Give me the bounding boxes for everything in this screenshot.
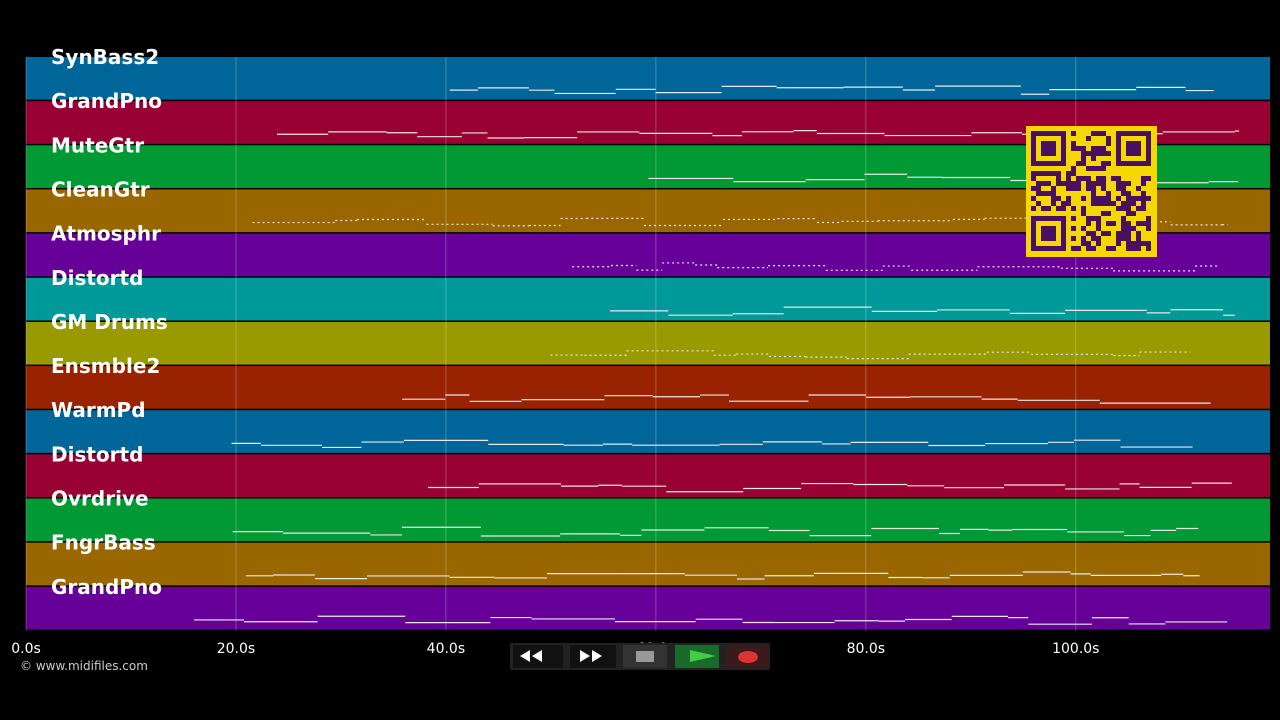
track-name: WarmPd xyxy=(51,398,146,422)
track-band xyxy=(26,454,1270,498)
track-band xyxy=(26,542,1270,586)
transport xyxy=(510,643,770,670)
track-name: Ovrdrive xyxy=(51,487,149,511)
tick-label: 0.0s xyxy=(11,641,41,657)
track-band xyxy=(26,366,1270,409)
track-name: Distortd xyxy=(51,266,143,290)
play-button[interactable] xyxy=(675,645,719,668)
track-band xyxy=(26,321,1270,365)
track-name: FngrBass xyxy=(51,531,156,555)
track-band xyxy=(26,57,1270,100)
track-band xyxy=(26,498,1270,542)
track-name: Ensmble2 xyxy=(51,354,160,378)
track-name: SynBass2 xyxy=(51,45,159,69)
track-name: Distortd xyxy=(51,442,143,466)
track-labels: SynBass2 GrandPno MuteGtr CleanGtr Atmosphr D… xyxy=(51,45,168,599)
track-name: CleanGtr xyxy=(51,177,150,201)
copyright: © www.midifiles.com xyxy=(20,659,148,673)
tick-label: 40.0s xyxy=(427,641,465,657)
qr-code xyxy=(1026,126,1157,257)
grid xyxy=(25,57,1077,631)
rewind-button[interactable] xyxy=(513,645,563,668)
tick-label: 100.0s xyxy=(1052,641,1099,657)
track-name: GrandPno xyxy=(51,89,162,113)
tick-label: 20.0s xyxy=(217,641,255,657)
stop-button[interactable] xyxy=(623,645,667,668)
track-band xyxy=(26,277,1270,321)
forward-button[interactable] xyxy=(570,645,616,668)
track-name: GM Drums xyxy=(51,310,168,334)
track-band xyxy=(26,586,1270,630)
track-band xyxy=(26,410,1270,453)
tick-label: 80.0s xyxy=(847,641,885,657)
track-name: Atmosphr xyxy=(51,222,161,246)
track-name: MuteGtr xyxy=(51,133,144,157)
notes xyxy=(194,85,1240,625)
track-name: GrandPno xyxy=(51,575,162,599)
record-button[interactable] xyxy=(727,645,769,668)
